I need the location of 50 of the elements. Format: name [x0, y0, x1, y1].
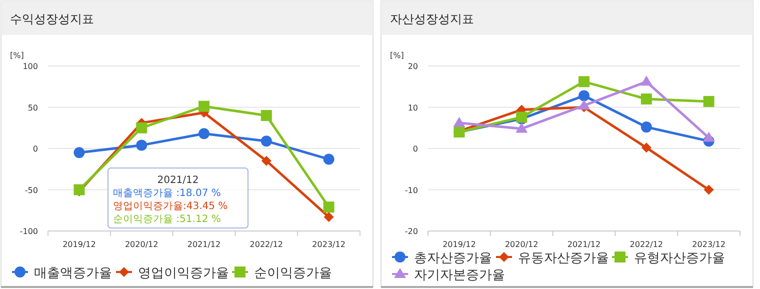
legend-label: 순이익증가율	[254, 266, 332, 281]
chart-title: 자산성장성지표	[390, 12, 474, 26]
legend-label: 유형자산증가율	[634, 251, 725, 266]
y-tick-label: 10	[408, 103, 418, 112]
point	[578, 90, 590, 102]
point	[260, 136, 272, 147]
point	[198, 128, 210, 140]
legend-label: 매출액증가율	[34, 266, 112, 281]
y-tick-label: 50	[28, 103, 38, 112]
y-tick-label: -20	[404, 227, 418, 236]
point	[136, 140, 148, 151]
annotation: 매출액증가율 :18.07 %	[113, 188, 221, 199]
x-tick-label: 2023/12	[692, 240, 726, 249]
y-tick-label: 20	[408, 62, 418, 71]
x-tick-label: 2022/12	[250, 240, 284, 249]
y-tick-label: 0	[412, 144, 418, 154]
chart-title: 수익성장성지표	[10, 12, 94, 26]
y-axis-title: [%]	[10, 51, 24, 60]
x-tick-label: 2022/12	[630, 240, 664, 249]
point	[198, 100, 210, 112]
y-tick-label: 0	[32, 144, 38, 154]
legend-label: 영업이익증가율	[138, 266, 229, 281]
y-tick-label: -50	[24, 186, 38, 195]
point	[261, 156, 272, 166]
x-tick-label: 2021/12	[187, 240, 221, 249]
annotation: 영업이익증가율:43.45 %	[113, 201, 228, 212]
x-tick-label: 2020/12	[504, 240, 538, 249]
x-tick-label: 2019/12	[62, 240, 96, 249]
y-axis-title: [%]	[390, 51, 404, 60]
point	[323, 202, 334, 213]
legend-label: 유동자산증가율	[518, 251, 609, 266]
point	[324, 212, 334, 222]
point	[640, 94, 652, 104]
point	[260, 110, 272, 121]
legend-label: 자기자본증가율	[414, 268, 505, 283]
x-tick-label: 2021/12	[567, 240, 601, 249]
point	[74, 147, 85, 158]
y-tick-label: 100	[22, 62, 38, 71]
point	[323, 154, 334, 165]
x-tick-label: 2023/12	[312, 240, 346, 249]
annotation: 순이익증가율 :51.12 %	[113, 214, 221, 225]
annotation: 2021/12	[157, 175, 199, 186]
y-tick-label: -10	[404, 186, 418, 195]
point	[640, 76, 652, 86]
point	[578, 76, 590, 88]
y-tick-label: -100	[20, 227, 38, 236]
point	[136, 122, 148, 134]
x-tick-label: 2019/12	[442, 240, 476, 249]
x-tick-label: 2020/12	[124, 240, 158, 249]
legend-label: 총자산증가율	[414, 251, 492, 266]
